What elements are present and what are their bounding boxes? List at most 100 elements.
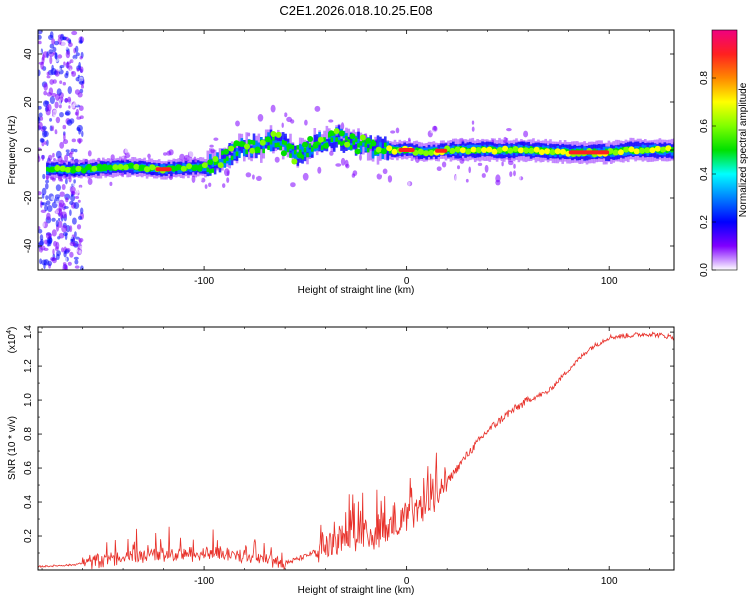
spectrogram-core-cell [528, 147, 535, 154]
spectrogram-band-cell [255, 140, 258, 148]
spectrogram-noise-cell [101, 156, 106, 161]
spectrogram-noise-cell [328, 159, 335, 164]
spectrogram-noise-cell [64, 257, 68, 263]
spectrogram-noise-cell [46, 62, 50, 70]
spectrogram-band-cell [262, 144, 265, 153]
spectrogram-core-cell [296, 152, 303, 159]
spectrogram-core-cell [191, 165, 198, 172]
spectrogram-core-cell [65, 166, 71, 173]
spectrogram-noise-cell [408, 137, 411, 142]
spectrogram-noise-cell [45, 174, 49, 181]
spectrogram-noise-cell [314, 105, 321, 112]
spectrogram-noise-cell [484, 164, 489, 173]
spectrogram-core-cell [354, 148, 361, 155]
spectrogram-core-cell [660, 146, 667, 153]
spectrogram-core-cell [133, 163, 140, 170]
spectrogram-noise-cell [107, 154, 110, 158]
spectrogram-noise-cell [45, 195, 49, 201]
spectrogram-noise-cell [315, 121, 318, 125]
spectrogram-band-cell [311, 147, 314, 152]
colorbar-tick-label: 0.0 [699, 263, 710, 277]
spectrogram-noise-cell [54, 101, 59, 109]
spectrogram-ticks: -100 0 100 -40 -20 0 20 40 [23, 30, 674, 287]
spectrogram-noise-cell [52, 46, 57, 53]
spectrogram-noise-cell [457, 165, 460, 170]
spectrogram-band-cell [318, 140, 321, 145]
spectrogram-band-cell [357, 131, 360, 144]
spectrogram-band-cell [294, 153, 297, 161]
spectrogram-noise-cell [65, 197, 69, 203]
spectrogram-noise-cell [75, 153, 80, 160]
spectrogram-noise-cell [97, 157, 101, 162]
spectrogram-noise-cell [55, 116, 61, 124]
spectrogram-noise-cell [61, 247, 65, 253]
spectrogram-noise-cell [304, 119, 308, 126]
spectrogram-band-cell [369, 142, 372, 161]
spectrogram-noise-cell [72, 182, 77, 187]
spectrogram-noise-cell [76, 138, 83, 143]
spectrogram-noise-cell [68, 105, 71, 109]
spectrogram-band-cell [221, 150, 224, 156]
spectrogram-core-cell [338, 130, 345, 137]
spectrogram-core-cell [117, 163, 124, 170]
spectrogram-noise-cell [284, 112, 288, 118]
spectrogram-noise-cell [255, 123, 259, 130]
spectrogram-noise-cell [67, 86, 73, 95]
spectrogram-band-cell [279, 145, 282, 151]
spectrogram-core-cell [101, 163, 108, 170]
colorbar-tick-label: 0.4 [699, 167, 710, 181]
spectrogram-noise-cell [46, 212, 51, 221]
spectrogram-band-cell [245, 132, 248, 151]
spectrogram-band-cell [384, 142, 387, 148]
spectrogram-band-cell [349, 145, 353, 150]
spectrogram-band-cell [216, 160, 219, 165]
spectrogram-core-cell [170, 165, 177, 172]
spectrogram-noise-cell [435, 130, 441, 134]
spectrogram-band-cell [213, 160, 217, 165]
spectrogram-band-cell [228, 157, 231, 166]
spectrogram-noise-cell [39, 251, 42, 257]
spectrogram-noise-cell [390, 115, 396, 120]
spectrogram-core-cell [138, 164, 145, 171]
spectrogram-band-cell [318, 139, 321, 152]
spectrogram-xtick-label: -100 [194, 276, 214, 287]
spectrogram-noise-cell [245, 172, 252, 178]
spectrogram-noise-cell [81, 84, 84, 89]
spectrogram-band-cell [505, 148, 509, 154]
spectrogram-noise-cell [67, 261, 72, 266]
spectrogram-band-cell [230, 155, 234, 161]
spectrogram-noise-cell [60, 102, 67, 106]
spectrogram-core-cell [481, 147, 487, 153]
spectrogram-core-cell [80, 167, 87, 174]
spectrogram-noise-cell [66, 241, 71, 248]
colorbar-frame [711, 29, 738, 271]
spectrogram-noise-cell [481, 173, 486, 178]
spectrogram-band-cell [386, 148, 389, 161]
spectrogram-noise-cell [109, 181, 113, 186]
spectrogram-noise-cell [205, 139, 209, 144]
spectrogram-band-cell [364, 142, 368, 148]
spectrogram-core-cell [475, 147, 482, 153]
spectrogram-noise-cell [387, 175, 393, 183]
snr-series-line [38, 331, 674, 570]
spectrogram-noise-cell [329, 150, 334, 156]
spectrogram-core-cell [633, 148, 640, 155]
spectrogram-noise-cell [43, 247, 49, 251]
spectrogram-noise-cell [43, 90, 48, 96]
spectrogram-noise-cell [38, 57, 42, 63]
spectrogram-noise-cell [252, 174, 255, 180]
spectrogram-noise-cell [317, 166, 322, 174]
spectrogram-noise-cell [78, 184, 83, 188]
spectrogram-core-cell [486, 146, 493, 153]
spectrogram-noise-cell [198, 175, 203, 182]
spectrogram-core-cell [459, 147, 466, 154]
spectrogram-core-cell [533, 146, 540, 153]
spectrogram-noise-cell [48, 49, 54, 54]
spectrogram-band-cell [277, 142, 280, 147]
spectrogram-noise-cell [49, 56, 53, 65]
spectrogram-noise-cell [69, 251, 74, 258]
spectrogram-noise-cell [441, 161, 447, 168]
colorbar-tick-label: 0.2 [699, 215, 710, 229]
spectrogram-noise-cell [45, 200, 51, 206]
snr-xtick-label: 100 [601, 576, 618, 587]
